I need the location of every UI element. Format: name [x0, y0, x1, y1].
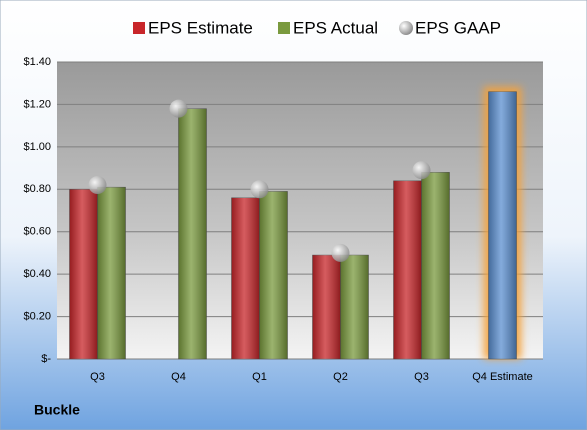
x-tick-label: Q3	[414, 371, 429, 383]
x-tick-label: Q1	[252, 371, 267, 383]
x-tick-label: Q2	[333, 371, 348, 383]
gaap-marker	[88, 176, 107, 195]
y-tick-label: $0.60	[23, 226, 51, 238]
bar-shine	[488, 91, 517, 359]
bar-shine	[340, 255, 369, 359]
bar-shine	[231, 197, 260, 359]
y-tick-label: $-	[41, 353, 51, 365]
company-name: Buckle	[34, 402, 80, 418]
bar-shine	[97, 187, 126, 359]
gaap-marker	[250, 180, 269, 199]
y-tick-label: $1.00	[23, 141, 51, 153]
y-tick-label: $0.40	[23, 268, 51, 280]
bar-shine	[312, 255, 341, 359]
legend-marker	[399, 21, 413, 35]
y-tick-label: $0.20	[23, 310, 51, 322]
legend-swatch	[133, 22, 145, 34]
x-tick-label: Q3	[90, 371, 105, 383]
legend-label: EPS Actual	[293, 18, 378, 37]
y-tick-label: $0.80	[23, 183, 51, 195]
y-tick-label: $1.20	[23, 98, 51, 110]
legend-swatch	[278, 22, 290, 34]
bar-shine	[393, 180, 422, 359]
plot-area	[57, 62, 543, 359]
gaap-marker	[169, 99, 188, 118]
x-tick-label: Q4	[171, 371, 186, 383]
y-tick-label: $1.40	[23, 56, 51, 68]
x-tick-label: Q4 Estimate	[472, 371, 533, 383]
gaap-marker	[412, 161, 431, 180]
legend-label: EPS GAAP	[415, 18, 501, 37]
gaap-marker	[331, 243, 350, 262]
bar-shine	[178, 108, 207, 360]
bar-shine	[259, 191, 288, 359]
bar-shine	[421, 172, 450, 359]
legend-label: EPS Estimate	[148, 18, 253, 37]
bar-shine	[69, 189, 98, 359]
